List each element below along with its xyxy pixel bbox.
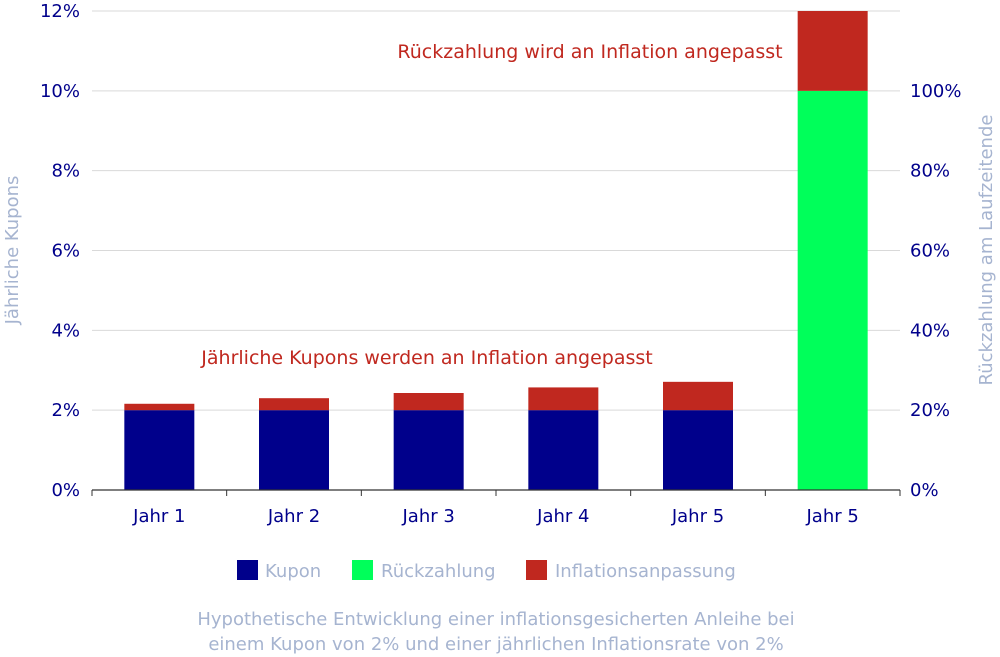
legend-label-kupon: Kupon xyxy=(265,561,321,582)
caption-line-2: einem Kupon von 2% und einer jährlichen … xyxy=(208,634,783,655)
bar-inflationsanpassung xyxy=(797,11,868,91)
bar-rueckzahlung xyxy=(797,90,868,490)
right-tick-label: 60% xyxy=(910,241,950,262)
annotation-repayment: Rückzahlung wird an Inflation angepasst xyxy=(397,41,782,63)
bar-kupon xyxy=(393,410,464,490)
left-tick-label: 2% xyxy=(51,400,80,421)
x-axis xyxy=(91,489,901,496)
bar-inflationsanpassung xyxy=(528,387,599,411)
right-y-ticks: 0% 20% 40% 60% 80% 100% xyxy=(910,81,961,501)
legend-swatch-kupon xyxy=(237,560,258,580)
annotation-coupons: Jährliche Kupons werden an Inflation ang… xyxy=(200,347,652,369)
right-tick-label: 0% xyxy=(910,480,939,501)
legend-swatch-inflationsanpassung xyxy=(526,560,547,580)
bar-inflationsanpassung xyxy=(393,393,464,411)
x-tick-label: Jahr 5 xyxy=(671,506,724,527)
left-tick-label: 0% xyxy=(51,480,80,501)
right-tick-label: 80% xyxy=(910,161,950,182)
right-tick-label: 100% xyxy=(910,81,961,102)
bar-kupon xyxy=(124,410,195,490)
x-tick-label: Jahr 4 xyxy=(536,506,589,527)
bar-inflationsanpassung xyxy=(124,403,195,411)
caption-line-1: Hypothetische Entwicklung einer inflatio… xyxy=(197,609,794,630)
x-tick-label: Jahr 2 xyxy=(267,506,320,527)
right-tick-label: 40% xyxy=(910,320,950,341)
left-tick-label: 8% xyxy=(51,161,80,182)
left-axis-title: Jährliche Kupons xyxy=(2,176,23,326)
bar-kupon xyxy=(259,410,329,490)
bar-inflationsanpassung xyxy=(663,381,733,411)
x-tick-labels: Jahr 1 Jahr 2 Jahr 3 Jahr 4 Jahr 5 Jahr 5 xyxy=(132,506,859,527)
legend: Kupon Rückzahlung Inflationsanpassung xyxy=(237,560,736,582)
right-axis-title: Rückzahlung am Laufzeitende xyxy=(976,115,997,386)
legend-label-inflationsanpassung: Inflationsanpassung xyxy=(555,561,736,582)
x-tick-label: Jahr 1 xyxy=(132,506,185,527)
grid-lines xyxy=(92,10,900,411)
left-tick-label: 12% xyxy=(40,1,80,22)
bars xyxy=(124,11,868,490)
bar-kupon xyxy=(528,410,599,490)
left-tick-label: 10% xyxy=(40,81,80,102)
bar-inflationsanpassung xyxy=(259,398,329,411)
legend-swatch-rueckzahlung xyxy=(352,560,373,580)
left-tick-label: 6% xyxy=(51,241,80,262)
x-tick-label: Jahr 3 xyxy=(402,506,455,527)
bar-kupon xyxy=(663,410,733,490)
x-tick-label: Jahr 5 xyxy=(806,506,859,527)
legend-label-rueckzahlung: Rückzahlung xyxy=(381,561,496,582)
right-tick-label: 20% xyxy=(910,400,950,421)
left-tick-label: 4% xyxy=(51,320,80,341)
left-y-ticks: 0% 2% 4% 6% 8% 10% 12% xyxy=(40,1,80,501)
